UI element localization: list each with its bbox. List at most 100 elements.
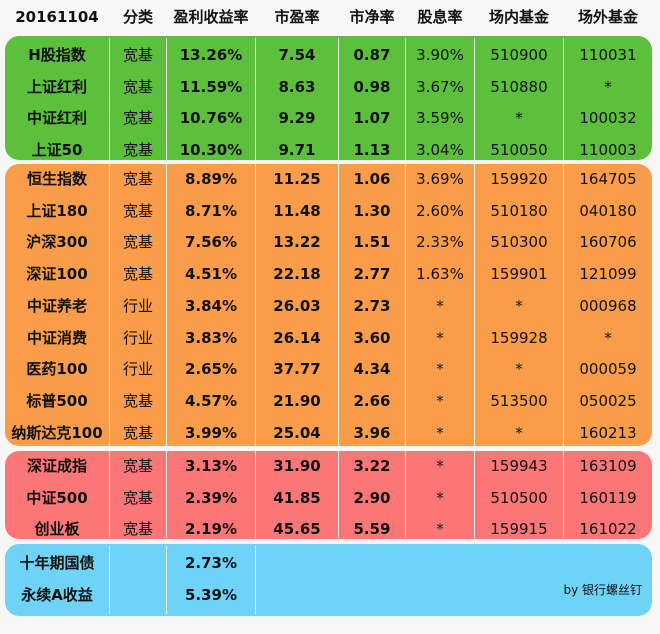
column-divider [405,38,406,538]
row-exchange-fund: * [515,360,523,379]
row-pe: 8.63 [278,77,316,96]
row-pb: 3.96 [353,423,391,442]
row-name: 中证500 [26,488,88,507]
column-divider [166,38,167,538]
row-name: 中证红利 [26,109,87,128]
row-name: 医药100 [26,360,88,379]
table-row: 中证红利 宽基 10.76% 9.29 1.07 3.59% * 100032 [0,102,660,134]
row-pe: 26.03 [273,296,321,315]
row-category: 宽基 [122,201,153,220]
row-earnings-yield: 2.39% [184,488,238,507]
row-exchange-fund: 159920 [490,170,548,188]
header-category: 分类 [122,8,153,26]
row-earnings-yield: 3.84% [184,296,238,315]
row-otc-fund: 040180 [579,201,637,220]
row-earnings-yield: 3.83% [184,328,238,347]
row-dividend-yield: 1.63% [416,265,464,284]
row-pb: 2.90 [353,488,391,507]
row-name: H股指数 [28,46,86,64]
group-panel-orange [5,164,652,446]
column-divider [255,546,256,614]
group-panel-red [5,451,652,539]
row-otc-fund: 110003 [579,141,637,160]
row-name: 标普500 [26,391,88,410]
row-earnings-yield: 13.26% [179,46,243,64]
row-earnings-yield: 5.39% [184,586,238,604]
row-exchange-fund: * [515,296,523,315]
row-exchange-fund: 510880 [490,77,548,96]
row-exchange-fund: 510500 [490,488,548,507]
row-pb: 0.98 [353,77,391,96]
table-row: 永续A收益 5.39% [0,578,660,612]
row-name: 永续A收益 [21,586,93,604]
row-category: 宽基 [122,520,153,539]
row-earnings-yield: 4.51% [184,265,238,284]
row-dividend-yield: 3.67% [416,77,464,96]
row-category: 宽基 [122,391,153,410]
row-pb: 3.60 [353,328,391,347]
row-dividend-yield: * [436,457,444,475]
header-pb: 市净率 [349,8,395,26]
table-row: 深证成指 宽基 3.13% 31.90 3.22 * 159943 163109 [0,450,660,482]
row-name: 上证180 [26,201,88,220]
row-dividend-yield: * [436,423,444,442]
row-dividend-yield: 2.33% [416,233,464,252]
row-earnings-yield: 8.89% [184,170,238,188]
row-category: 宽基 [122,233,153,252]
row-category: 行业 [122,328,153,347]
row-otc-fund: * [604,328,612,347]
row-name: 中证消费 [26,328,87,347]
row-otc-fund: 163109 [579,457,637,475]
row-pe: 9.29 [278,109,316,128]
row-pe: 31.90 [273,457,321,475]
row-category: 宽基 [122,488,153,507]
row-exchange-fund: * [515,109,523,128]
row-name: 深证100 [26,265,88,284]
header-date: 20161104 [15,8,99,26]
table-row: 深证100 宽基 4.51% 22.18 2.77 1.63% 159901 121099 [0,258,660,290]
row-pe: 37.77 [273,360,321,379]
row-category: 行业 [122,296,153,315]
row-dividend-yield: 3.04% [416,141,464,160]
row-name: 沪深300 [26,233,88,252]
row-category: 宽基 [122,423,153,442]
column-divider [338,38,339,538]
table-row: 中证养老 行业 3.84% 26.03 2.73 * * 000968 [0,290,660,322]
row-earnings-yield: 3.99% [184,423,238,442]
row-name: 纳斯达克100 [11,423,103,442]
table-row: 中证500 宽基 2.39% 41.85 2.90 * 510500 160119 [0,482,660,514]
row-pe: 11.25 [273,170,321,188]
row-name: 创业板 [34,520,80,539]
row-earnings-yield: 8.71% [184,201,238,220]
table-row: 上证红利 宽基 11.59% 8.63 0.98 3.67% 510880 * [0,71,660,103]
row-dividend-yield: 3.59% [416,109,464,128]
row-category: 宽基 [122,265,153,284]
row-pb: 1.06 [353,170,391,188]
row-pb: 2.73 [353,296,391,315]
row-pb: 1.51 [353,233,391,252]
row-otc-fund: 164705 [579,170,637,188]
row-pb: 3.22 [353,457,391,475]
row-pb: 1.13 [353,141,391,160]
row-dividend-yield: * [436,360,444,379]
row-exchange-fund: * [515,423,523,442]
table-row: 纳斯达克100 宽基 3.99% 25.04 3.96 * * 160213 [0,417,660,449]
row-exchange-fund: 159915 [490,520,548,539]
table-row: 医药100 行业 2.65% 37.77 4.34 * * 000059 [0,353,660,385]
column-divider [255,38,256,538]
row-otc-fund: 000968 [579,296,637,315]
row-pb: 2.77 [353,265,391,284]
row-pe: 9.71 [278,141,316,160]
row-dividend-yield: 3.69% [416,170,464,188]
row-name: 深证成指 [26,457,87,475]
row-pe: 25.04 [273,423,321,442]
row-exchange-fund: 510300 [490,233,548,252]
row-dividend-yield: 2.60% [416,201,464,220]
header-otc-fund: 场外基金 [577,8,638,26]
row-exchange-fund: 510180 [490,201,548,220]
row-dividend-yield: * [436,296,444,315]
header-dividend-yield: 股息率 [417,8,463,26]
row-pe: 7.54 [278,46,316,64]
row-exchange-fund: 159901 [490,265,548,284]
